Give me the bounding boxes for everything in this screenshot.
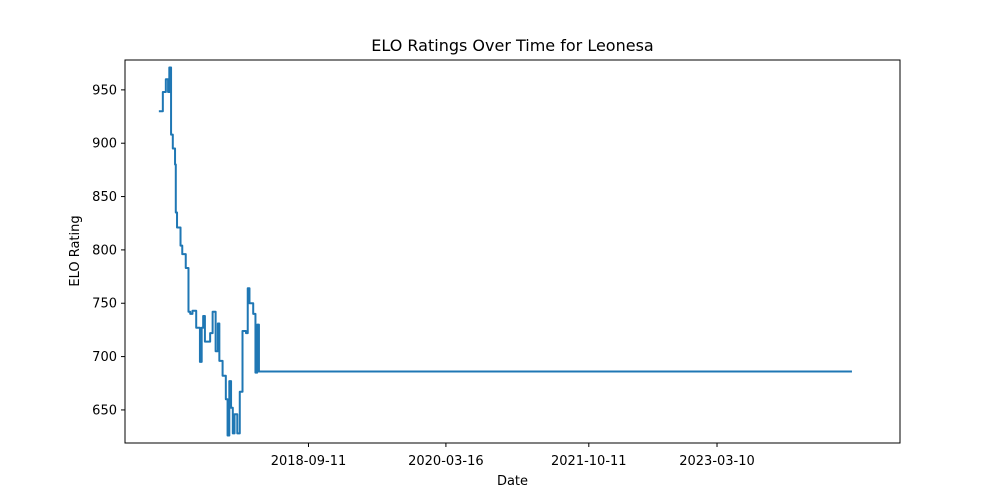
y-tick-label: 850: [92, 190, 117, 205]
x-axis: 2018-09-11 2020-03-16 2021-10-11 2023-03-10: [271, 443, 755, 469]
y-tick-label: 750: [92, 297, 117, 312]
chart-title: ELO Ratings Over Time for Leonesa: [371, 36, 653, 55]
y-axis-label: ELO Rating: [68, 215, 83, 286]
x-tick-label: 2021-10-11: [551, 454, 627, 469]
y-tick-label: 900: [92, 137, 117, 152]
series-line-0: [158, 66, 852, 437]
y-tick-label: 800: [92, 243, 117, 258]
axes-frame: [124, 59, 901, 444]
x-tick-label: 2023-03-10: [679, 454, 755, 469]
x-tick-label: 2018-09-11: [271, 454, 347, 469]
x-axis-label: Date: [497, 474, 528, 489]
y-tick-label: 650: [92, 403, 117, 418]
plot-area: [158, 66, 852, 437]
x-tick-label: 2020-03-16: [408, 454, 484, 469]
y-tick-label: 700: [92, 350, 117, 365]
y-axis: 650 700 750 800 850 900 950: [92, 83, 125, 418]
y-tick-label: 950: [92, 83, 117, 98]
